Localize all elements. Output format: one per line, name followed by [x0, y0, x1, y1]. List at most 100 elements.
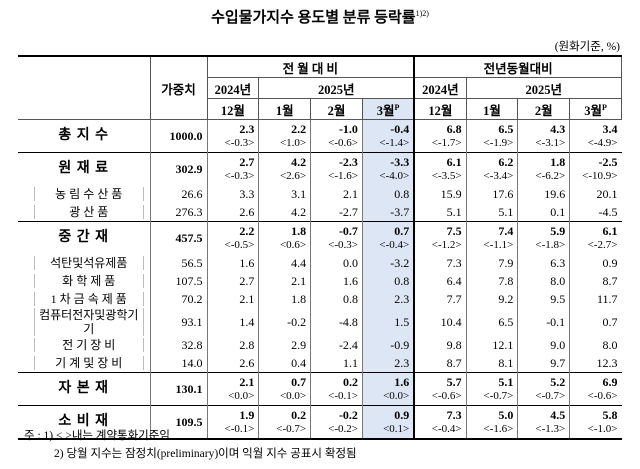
value-cell: 0.9 [569, 254, 622, 272]
value-cell: 9.8 [413, 336, 467, 354]
main-row: 총 지 수 1000.0 2.3 <-0.3> 2.2 <1.0> -1.0 <-0.6> -0… [18, 119, 622, 153]
sub-label: 컴퓨터전자및광학기기 [34, 308, 144, 336]
contract-value: <-1.0> [587, 423, 618, 435]
value-cell: 1.6 <0.0> [361, 372, 415, 406]
value: -1.0 [338, 122, 358, 136]
footnote: 주 : 1) < >내는 계약통화기준임 [24, 427, 357, 445]
row-weight: 107.5 [149, 272, 207, 290]
value: 0.2 [342, 375, 358, 389]
contract-value: <0.0> [228, 390, 255, 402]
value-cell: -0.2 <-0.2> [310, 405, 363, 440]
year-header: 2024년 [206, 77, 260, 99]
footnote: 2) 당월 지수는 잠정치(preliminary)이며 익월 지수 공표시 확… [54, 448, 357, 460]
month-header: 12월 [413, 98, 467, 120]
year-header: 2025년 [258, 77, 415, 99]
value-cell: 7.9 [465, 254, 518, 272]
contract-value: <-1.1> [483, 239, 514, 251]
contract-value: <0.0> [383, 390, 410, 402]
value-cell: 8.0 [569, 336, 622, 354]
table-body: 총 지 수 1000.0 2.3 <-0.3> 2.2 <1.0> -1.0 <-0.6> -0… [18, 119, 622, 440]
value-cell: 5.8 <-1.0> [569, 405, 622, 440]
contract-value: <-1.6> [328, 170, 358, 182]
sub-label: 전 기 장 비 [34, 338, 144, 352]
value-cell: 20.1 [569, 185, 622, 203]
value-cell: 10.4 [413, 308, 467, 336]
value-cell: 6.4 [413, 272, 467, 290]
value: 5.8 [602, 408, 618, 422]
contract-value: <2.6> [279, 170, 307, 182]
sub-row: 전 기 장 비 32.8 2.8 2.9 -2.4 -0.9 9.8 12.1 9.0 8.0 [18, 336, 622, 354]
contract-value: <-4.9> [587, 137, 618, 149]
sub-label-cell: 1 차 금 속 제 품 [18, 290, 150, 308]
value-cell: 0.9 <0.1> [361, 405, 415, 440]
row-weight: 1000.0 [149, 119, 207, 153]
value-cell: 7.4 <-1.1> [465, 221, 518, 254]
contract-value: <-10.9> [582, 170, 618, 182]
sub-label-cell: 화 학 제 품 [18, 272, 150, 290]
value-cell: 2.9 [258, 336, 311, 354]
value: 6.1 [446, 155, 462, 169]
sub-label-cell: 컴퓨터전자및광학기기 [18, 308, 150, 336]
value: 1.8 [550, 155, 566, 169]
sub-label-cell: 전 기 장 비 [18, 336, 150, 354]
value-cell: 1.1 [310, 354, 363, 373]
value-cell: -3.2 [361, 254, 415, 272]
value-cell: 4.3 <-3.1> [517, 119, 570, 153]
preliminary-mark: P [394, 102, 400, 112]
value-cell: 0.7 <0.0> [258, 372, 311, 406]
row-label: 총 지 수 [18, 119, 150, 153]
value: 5.0 [498, 408, 514, 422]
value-cell: 6.9 <-0.6> [569, 372, 622, 406]
value-cell: 2.6 [206, 203, 259, 222]
value-cell: 0.7 [569, 308, 622, 336]
value-cell: 1.6 [206, 254, 259, 272]
sub-label: 광 산 품 [34, 205, 144, 219]
value-cell: 5.0 <-1.6> [465, 405, 518, 440]
value-cell: 0.1 [517, 203, 570, 222]
value: 7.4 [498, 224, 514, 238]
value: -0.2 [338, 408, 358, 422]
value-cell: 8.1 [465, 354, 518, 373]
month-label: 12월 [428, 103, 453, 118]
main-row: 중 간 재 457.5 2.2 <-0.5> 1.8 <0.6> -0.7 <-0.3> 0.7… [18, 221, 622, 254]
row-weight: 276.3 [149, 203, 207, 222]
sub-label: 석탄및석유제품 [34, 256, 144, 270]
weight-header: 가중치 [149, 55, 208, 120]
contract-value: <1.0> [279, 137, 307, 149]
contract-value: <-0.3> [224, 170, 255, 182]
value: 2.7 [239, 155, 255, 169]
month-label: 2월 [534, 103, 553, 118]
contract-value: <-1.8> [535, 239, 566, 251]
value-cell: 2.6 [206, 354, 259, 373]
row-weight: 457.5 [149, 221, 207, 254]
contract-value: <-1.7> [431, 137, 462, 149]
value-cell: 2.2 <1.0> [258, 119, 311, 153]
row-weight: 26.6 [149, 185, 207, 203]
value-cell: 7.5 <-1.2> [413, 221, 467, 254]
value-cell: 0.7 <-0.4> [361, 221, 415, 254]
value: 0.2 [291, 408, 307, 422]
value-cell: 5.1 [465, 203, 518, 222]
value-cell: 6.1 <-2.7> [569, 221, 622, 254]
value-cell: 8.7 [413, 354, 467, 373]
value-cell: 0.8 [361, 185, 415, 203]
value-cell: -0.2 [258, 308, 311, 336]
row-weight: 130.1 [149, 372, 207, 406]
value-cell: 3.1 [258, 185, 311, 203]
contract-value: <-0.4> [431, 423, 462, 435]
title-text: 수입물가지수 용도별 분류 등락률 [211, 10, 416, 26]
value: -2.5 [598, 155, 618, 169]
value-cell: 1.5 [361, 308, 415, 336]
value-cell: -0.9 [361, 336, 415, 354]
value-cell: 8.7 [569, 272, 622, 290]
value-cell: 1.6 [310, 272, 363, 290]
value-cell: 9.5 [517, 290, 570, 308]
month-label: 3월 [376, 103, 395, 118]
month-header: 1월 [465, 98, 519, 120]
value-cell: -2.3 <-1.6> [310, 152, 363, 185]
value-cell: 4.5 <-1.3> [517, 405, 570, 440]
value-cell: 0.8 [361, 272, 415, 290]
value-cell: -3.3 <-4.0> [361, 152, 415, 185]
value: 0.7 [394, 224, 410, 238]
